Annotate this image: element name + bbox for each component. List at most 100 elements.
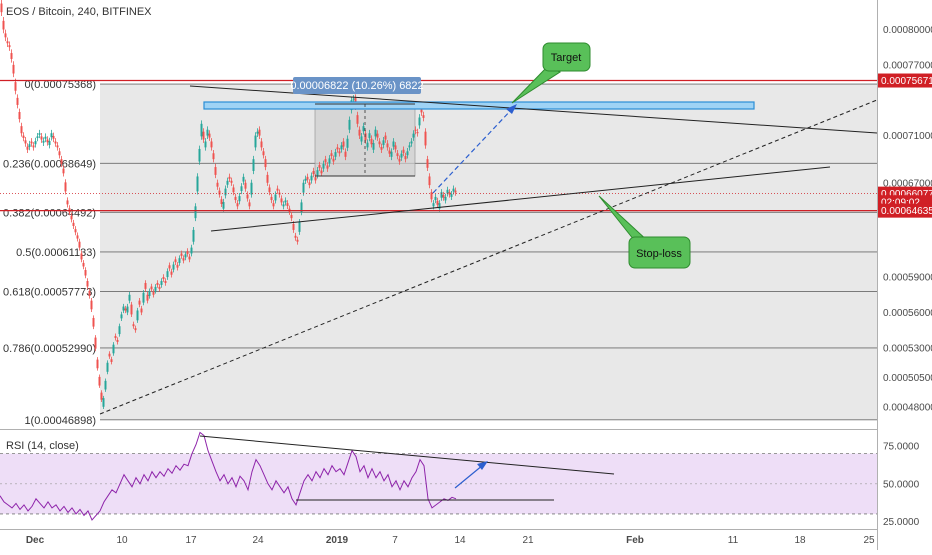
candle-body xyxy=(200,123,203,137)
candle-body xyxy=(152,292,155,295)
rsi-scale-tick: 75.0000 xyxy=(883,442,920,453)
stoploss-callout[interactable]: Stop-loss xyxy=(598,195,691,269)
candle-body xyxy=(44,136,47,139)
candle-body xyxy=(304,178,307,181)
candle-body xyxy=(338,151,341,154)
candle-body xyxy=(324,159,327,163)
price-tag-label: 02:09:02 xyxy=(881,198,920,209)
candle-body xyxy=(284,200,287,203)
target-label: Target xyxy=(551,52,582,64)
candle-body xyxy=(40,136,43,140)
candle-body xyxy=(320,170,323,174)
projection-arrow xyxy=(432,107,514,194)
candle-body xyxy=(414,129,417,131)
price-scale-tick: 0.00071000 xyxy=(883,131,932,142)
candle-body xyxy=(32,145,35,148)
candle-body xyxy=(446,189,449,194)
price-tag-box xyxy=(877,73,932,88)
candle-body xyxy=(54,141,57,144)
candle-body xyxy=(90,300,93,310)
candle-body xyxy=(296,239,299,242)
candle-body xyxy=(346,138,349,148)
candle-body xyxy=(134,328,137,331)
candle-body xyxy=(22,135,25,138)
price-scale-tick: 0.00050500 xyxy=(883,373,932,384)
target-callout[interactable]: Target xyxy=(511,42,591,104)
candle-body xyxy=(390,151,393,157)
candle-body xyxy=(336,147,339,150)
candle-body xyxy=(164,281,167,283)
candle-body xyxy=(212,153,215,160)
candle-body xyxy=(10,53,13,59)
candle-body xyxy=(358,129,361,136)
candle-body xyxy=(202,131,205,140)
candle-body xyxy=(128,294,131,301)
candle-body xyxy=(408,145,411,148)
candle-body xyxy=(196,176,199,192)
candle-body xyxy=(194,206,197,219)
candle-body xyxy=(416,132,419,134)
price-scale[interactable]: 0.00080000 0.00077000 0.00071000 0.00067000… xyxy=(883,25,932,413)
candle-body xyxy=(240,186,243,192)
stoploss-callout-box xyxy=(628,236,691,269)
candle-body xyxy=(402,149,405,153)
candle-body xyxy=(178,258,181,263)
candle-body xyxy=(48,141,51,146)
rsi-scale[interactable]: 75.0000 50.0000 25.0000 xyxy=(883,442,920,528)
candle-body xyxy=(216,182,219,187)
candle-body xyxy=(438,203,441,209)
candle-body xyxy=(274,194,277,201)
candle-body xyxy=(92,317,95,327)
candle-body xyxy=(52,135,55,139)
candle-body xyxy=(316,170,319,176)
fib-level-label: 0.382(0.00064492) xyxy=(3,207,96,219)
candle-body xyxy=(286,203,289,206)
candle-body xyxy=(28,144,31,147)
candle-body xyxy=(374,129,377,137)
candle-body xyxy=(170,271,173,275)
candle-body xyxy=(272,203,275,207)
candle-body xyxy=(58,151,61,156)
candle-body xyxy=(182,258,185,261)
candle-body xyxy=(258,129,261,136)
candle-body xyxy=(376,133,379,138)
candle-body xyxy=(420,109,423,113)
candle-body xyxy=(312,170,315,175)
candle-body xyxy=(198,148,201,162)
candle-body xyxy=(30,141,33,144)
candle-body xyxy=(192,229,195,242)
fib-level-label: 0(0.00075368) xyxy=(24,79,96,91)
candle-body xyxy=(406,151,409,156)
candle-body xyxy=(254,135,257,148)
trendline-drawings xyxy=(0,79,878,415)
candle-body xyxy=(38,133,41,135)
chart-title: EOS / Bitcoin, 240, BITFINEX xyxy=(6,6,152,18)
rsi-scale-tick: 25.0000 xyxy=(883,517,920,528)
candle-body xyxy=(318,165,321,168)
candle-body xyxy=(242,176,245,182)
candle-body xyxy=(104,380,107,390)
candle-body xyxy=(294,235,297,238)
candle-body xyxy=(412,133,415,138)
candle-body xyxy=(326,165,329,169)
candle-body xyxy=(370,138,373,145)
candle-body xyxy=(74,229,77,233)
candle-body xyxy=(426,159,429,168)
candle-body xyxy=(342,141,345,147)
candle-body xyxy=(220,199,223,204)
time-scale[interactable]: Dec 10 17 24 2019 7 14 21 Feb 11 18 25 xyxy=(26,535,875,546)
candle-body xyxy=(330,153,333,157)
measure-label: 0.00006822 (10.26%) 6822 xyxy=(290,80,423,92)
candle-body xyxy=(386,143,389,148)
candle-body xyxy=(368,133,371,138)
price-scale-tick: 0.00053000 xyxy=(883,343,932,354)
candle-body xyxy=(310,175,313,181)
candle-body xyxy=(64,182,67,192)
candle-body xyxy=(124,308,127,311)
price-scale-tick: 0.00056000 xyxy=(883,308,932,319)
candle-body xyxy=(430,192,433,200)
candle-body xyxy=(450,194,453,197)
